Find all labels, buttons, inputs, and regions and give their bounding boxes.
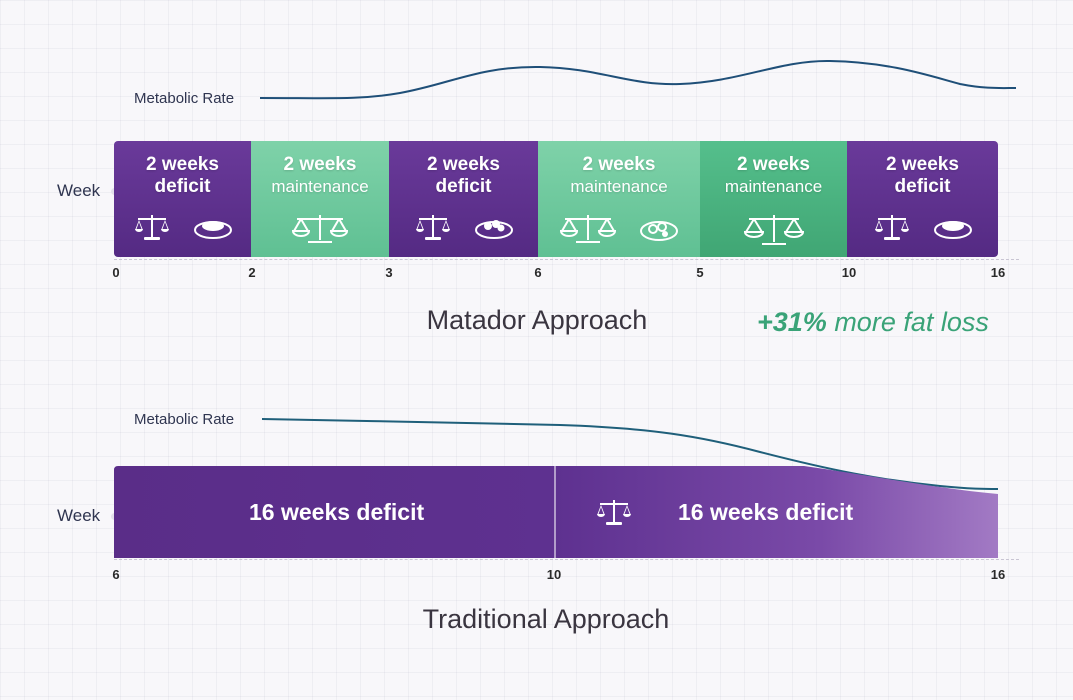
matador-title: Matador Approach xyxy=(426,305,648,335)
traditional-title: Traditional Approach xyxy=(422,604,670,634)
fat-loss-callout: +31% more fat loss xyxy=(757,307,989,338)
segment-duration: 2 weeks xyxy=(582,154,656,175)
balance-scale-icon xyxy=(743,215,804,245)
matador-segment-4: 2 weeks maintenance xyxy=(538,141,700,257)
balance-scale-icon xyxy=(134,215,169,240)
matador-tick: 10 xyxy=(841,265,857,280)
matador-segment-2: 2 weeks maintenance xyxy=(251,141,389,257)
food-plate-icon xyxy=(474,220,513,239)
traditional-tick: 16 xyxy=(990,567,1006,582)
segment-duration: 2 weeks xyxy=(427,154,500,175)
matador-metabolic-curve xyxy=(259,59,1017,100)
food-plate-icon xyxy=(933,221,972,239)
traditional-deficit-bar xyxy=(114,466,998,558)
matador-tick: 6 xyxy=(534,265,542,280)
food-plate-icon xyxy=(193,221,232,239)
matador-segment-3: 2 weeks deficit xyxy=(389,141,538,257)
segment-phase: deficit xyxy=(154,176,211,197)
matador-segment-6: 2 weeks deficit xyxy=(847,141,998,257)
matador-metabolic-rate-label: Metabolic Rate xyxy=(134,90,235,107)
matador-segment-5: 2 weeks maintenance xyxy=(700,141,847,257)
segment-phase: deficit xyxy=(435,176,492,197)
matador-tick: 2 xyxy=(248,265,256,280)
segment-duration: 2 weeks xyxy=(886,154,959,175)
food-plate-icon xyxy=(640,221,678,241)
matador-week-axis xyxy=(114,259,1019,261)
balance-scale-icon xyxy=(291,215,349,243)
matador-tick: 5 xyxy=(696,265,704,280)
balance-scale-icon xyxy=(559,215,617,243)
balance-scale-icon xyxy=(415,215,450,240)
matador-segment-1: 2 weeks deficit xyxy=(114,141,251,257)
segment-duration: 2 weeks xyxy=(146,154,219,175)
traditional-week-axis xyxy=(114,559,1019,561)
segment-phase: maintenance xyxy=(724,177,823,196)
matador-tick: 16 xyxy=(990,265,1006,280)
traditional-bar-shape xyxy=(114,466,998,558)
traditional-bar-right-label: 16 weeks deficit xyxy=(678,499,854,525)
traditional-tick: 10 xyxy=(546,567,562,582)
balance-scale-icon xyxy=(874,215,909,240)
fat-loss-text: more fat loss xyxy=(826,307,989,337)
segment-phase: maintenance xyxy=(570,177,668,196)
fat-loss-percent: +31% xyxy=(757,307,827,337)
traditional-bar-left-label: 16 weeks deficit xyxy=(249,499,425,525)
segment-phase: maintenance xyxy=(271,177,369,196)
balance-scale-icon xyxy=(597,500,631,525)
segment-duration: 2 weeks xyxy=(283,154,357,175)
matador-week-label: Week xyxy=(57,181,101,200)
traditional-week-label: Week xyxy=(57,506,101,525)
matador-tick: 3 xyxy=(385,265,393,280)
matador-tick: 0 xyxy=(112,265,120,280)
traditional-metabolic-curve xyxy=(261,418,999,490)
segment-duration: 2 weeks xyxy=(737,154,810,175)
traditional-metabolic-rate-label: Metabolic Rate xyxy=(134,411,235,428)
traditional-tick: 6 xyxy=(112,567,120,582)
segment-phase: deficit xyxy=(894,176,951,197)
